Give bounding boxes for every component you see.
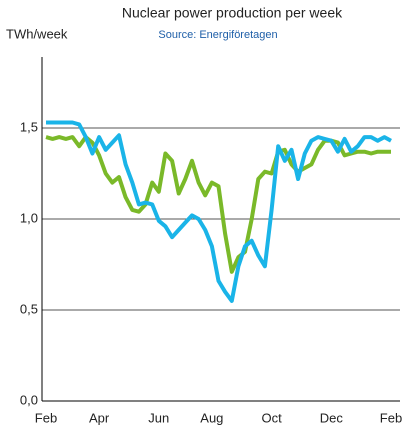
chart-title: Nuclear power production per week: [122, 5, 343, 21]
x-tick-label: Aug: [200, 410, 223, 425]
chart-subtitle: Source: Energiföretagen: [158, 29, 277, 41]
x-tick-label: Jun: [148, 410, 169, 425]
x-tick-label: Oct: [261, 410, 282, 425]
y-tick-label: 1,5: [20, 119, 38, 134]
series-line: [46, 120, 392, 303]
y-tick-label: 0,0: [20, 392, 38, 407]
y-tick-label: 0,5: [20, 301, 38, 316]
x-tick-label: Feb: [380, 410, 402, 425]
y-axis-label: TWh/week: [6, 26, 68, 41]
x-tick-label: Feb: [35, 410, 57, 425]
y-tick-label: 1,0: [20, 210, 38, 225]
series-line: [45, 135, 391, 274]
x-tick-label: Dec: [320, 410, 344, 425]
x-tick-label: Apr: [89, 410, 110, 425]
